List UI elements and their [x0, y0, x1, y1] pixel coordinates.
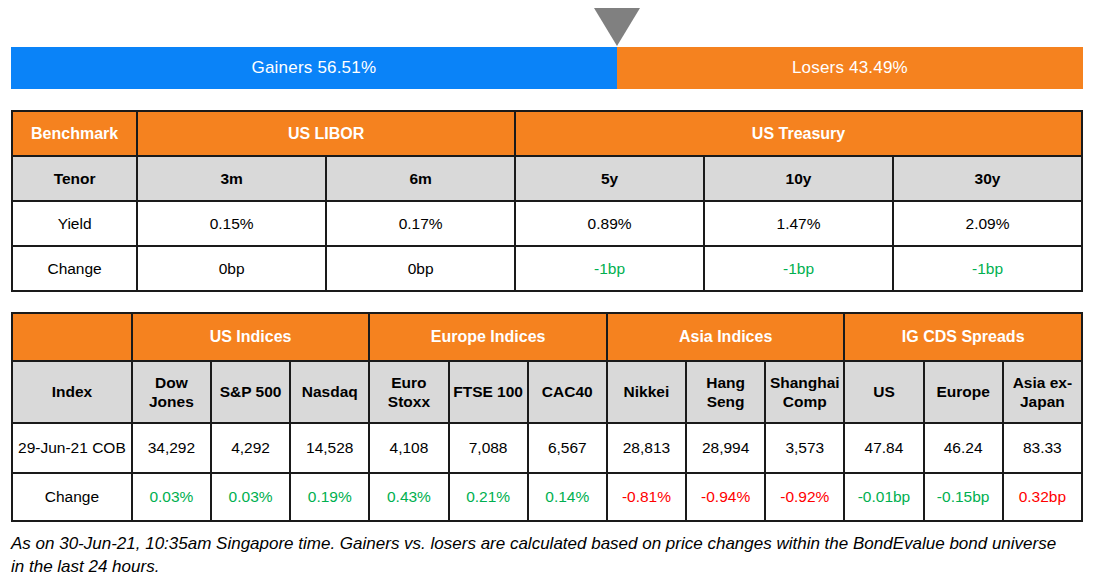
index-value-cell: 6,567 [528, 423, 607, 473]
change-cell: -0.94% [686, 473, 765, 521]
change-cell: 0.03% [211, 473, 290, 521]
index-value-cell: 14,528 [290, 423, 369, 473]
index-value-cell: 7,088 [449, 423, 528, 473]
change-cell: -0.15bp [924, 473, 1003, 521]
tenor-row-label: Tenor [12, 156, 137, 201]
index-value-cell: 28,994 [686, 423, 765, 473]
gainers-segment: Gainers 56.51% [11, 47, 617, 89]
europe-indices-group-header: Europe Indices [369, 313, 607, 361]
gainers-label: Gainers 56.51% [252, 58, 377, 78]
change-cell: -1bp [515, 246, 704, 291]
benchmark-group-header-row: Benchmark US LIBOR US Treasury [12, 111, 1082, 156]
yield-cell: 2.09% [893, 201, 1082, 246]
change-row-label: Change [12, 246, 137, 291]
losers-segment: Losers 43.49% [617, 47, 1083, 89]
cob-row-label: 29-Jun-21 COB [12, 423, 132, 473]
footnote: As on 30-Jun-21, 10:35am Singapore time.… [11, 533, 1073, 577]
indices-group-header-row: US Indices Europe Indices Asia Indices I… [12, 313, 1082, 361]
index-row-label: Index [12, 361, 132, 423]
gainers-losers-gauge: Gainers 56.51% Losers 43.49% [11, 0, 1083, 89]
index-header-row: Index Dow Jones S&P 500 Nasdaq Euro Stox… [12, 361, 1082, 423]
us-treasury-group-header: US Treasury [515, 111, 1082, 156]
index-value-cell: 3,573 [765, 423, 844, 473]
gainers-losers-bar: Gainers 56.51% Losers 43.49% [11, 47, 1083, 89]
yield-cell: 0.15% [137, 201, 326, 246]
losers-label: Losers 43.49% [792, 58, 908, 78]
yield-cell: 0.17% [326, 201, 515, 246]
change-cell: -1bp [704, 246, 893, 291]
change-cell: 0.03% [132, 473, 211, 521]
change-cell: 0.32bp [1003, 473, 1082, 521]
tenor-cell: 10y [704, 156, 893, 201]
change-cell: 0.21% [449, 473, 528, 521]
index-value-cell: 28,813 [607, 423, 686, 473]
change-cell: -0.81% [607, 473, 686, 521]
us-indices-group-header: US Indices [132, 313, 370, 361]
tenor-cell: 5y [515, 156, 704, 201]
index-header-cell: US [844, 361, 923, 423]
index-header-cell: Nikkei [607, 361, 686, 423]
tenor-cell: 30y [893, 156, 1082, 201]
change-cell: 0.19% [290, 473, 369, 521]
us-libor-group-header: US LIBOR [137, 111, 515, 156]
change-cell: 0bp [137, 246, 326, 291]
change-cell: -0.92% [765, 473, 844, 521]
down-triangle-icon [594, 8, 640, 46]
change-cell: 0bp [326, 246, 515, 291]
index-value-cell: 34,292 [132, 423, 211, 473]
index-header-cell: Hang Seng [686, 361, 765, 423]
indices-table: US Indices Europe Indices Asia Indices I… [11, 312, 1083, 522]
change-row-label: Change [12, 473, 132, 521]
index-header-cell: S&P 500 [211, 361, 290, 423]
asia-indices-group-header: Asia Indices [607, 313, 845, 361]
tenor-row: Tenor 3m 6m 5y 10y 30y [12, 156, 1082, 201]
change-cell: 0.14% [528, 473, 607, 521]
index-header-cell: Shanghai Comp [765, 361, 844, 423]
index-value-cell: 46.24 [924, 423, 1003, 473]
index-value-cell: 4,108 [369, 423, 448, 473]
change-cell: -0.01bp [844, 473, 923, 521]
change-cell: 0.43% [369, 473, 448, 521]
index-value-cell: 47.84 [844, 423, 923, 473]
dashboard: Gainers 56.51% Losers 43.49% Benchmark U… [11, 0, 1083, 577]
change-cell: -1bp [893, 246, 1082, 291]
yield-cell: 0.89% [515, 201, 704, 246]
yield-cell: 1.47% [704, 201, 893, 246]
tenor-cell: 3m [137, 156, 326, 201]
yield-row: Yield 0.15% 0.17% 0.89% 1.47% 2.09% [12, 201, 1082, 246]
indices-corner-cell [12, 313, 132, 361]
index-header-cell: FTSE 100 [449, 361, 528, 423]
cob-value-row: 29-Jun-21 COB 34,292 4,292 14,528 4,108 … [12, 423, 1082, 473]
index-value-cell: 83.33 [1003, 423, 1082, 473]
index-header-cell: CAC40 [528, 361, 607, 423]
indices-change-row: Change 0.03% 0.03% 0.19% 0.43% 0.21% 0.1… [12, 473, 1082, 521]
tenor-cell: 6m [326, 156, 515, 201]
benchmark-corner-cell: Benchmark [12, 111, 137, 156]
index-header-cell: Nasdaq [290, 361, 369, 423]
yield-row-label: Yield [12, 201, 137, 246]
benchmark-change-row: Change 0bp 0bp -1bp -1bp -1bp [12, 246, 1082, 291]
index-header-cell: Asia ex-Japan [1003, 361, 1082, 423]
index-header-cell: Dow Jones [132, 361, 211, 423]
index-value-cell: 4,292 [211, 423, 290, 473]
benchmark-table: Benchmark US LIBOR US Treasury Tenor 3m … [11, 110, 1083, 292]
index-header-cell: Europe [924, 361, 1003, 423]
index-header-cell: Euro Stoxx [369, 361, 448, 423]
ig-cds-spreads-group-header: IG CDS Spreads [844, 313, 1082, 361]
